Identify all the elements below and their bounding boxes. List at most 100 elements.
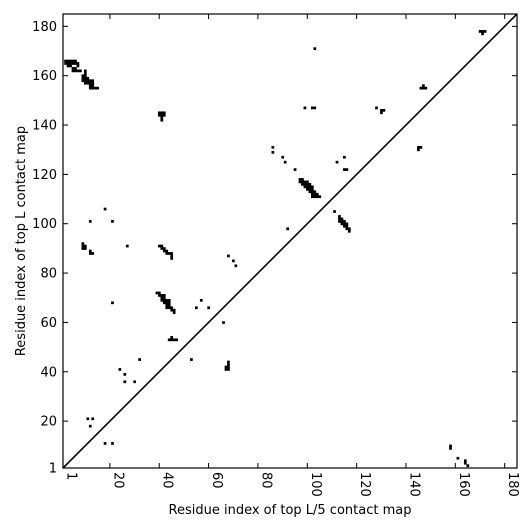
contact-cell-top-l xyxy=(271,146,275,149)
contact-cell-top-l5 xyxy=(463,461,467,465)
contact-cell-top-l xyxy=(340,217,344,221)
contact-cell-top-l xyxy=(81,242,85,245)
contact-cell-top-l xyxy=(88,249,92,253)
contact-cell-top-l xyxy=(199,298,203,302)
contact-cell-top-l xyxy=(160,118,164,122)
x-tick-label: 80 xyxy=(258,472,273,489)
contact-cell-top-l xyxy=(306,180,309,184)
contact-cell-top-l xyxy=(165,301,169,305)
y-tick-label: 40 xyxy=(40,365,57,380)
contact-cell-top-l xyxy=(308,187,312,191)
axis-ticks xyxy=(62,14,517,469)
contact-cell-top-l xyxy=(157,244,161,248)
contact-cell-top-l xyxy=(83,76,87,80)
contact-cell-top-l xyxy=(91,86,95,90)
contact-cell-top-l xyxy=(83,79,87,83)
contact-cell-top-l xyxy=(162,247,166,250)
contact-cell-top-l xyxy=(338,220,341,223)
contact-cell-top-l xyxy=(157,294,161,297)
contact-cell-top-l xyxy=(313,47,317,51)
contact-cell-top-l xyxy=(91,79,95,83)
contact-cell-top-l xyxy=(345,224,349,228)
contact-cell-top-l xyxy=(74,67,77,70)
y-axis-title: Residue index of top L contact map xyxy=(14,126,29,356)
contact-cell-top-l xyxy=(165,252,169,255)
contact-cell-top-l5 xyxy=(456,456,460,460)
contact-cell-top-l xyxy=(310,185,314,189)
y-tick-label: 20 xyxy=(40,415,57,430)
contact-cell-top-l xyxy=(224,368,228,371)
contact-cell-top-l xyxy=(91,417,95,421)
x-tick-label: 100 xyxy=(308,472,323,497)
contact-cell-top-l xyxy=(160,247,164,250)
contact-cell-top-l xyxy=(165,306,169,310)
contact-cell-top-l xyxy=(167,306,171,310)
contact-cell-top-l5 xyxy=(419,146,423,149)
contact-cell-top-l xyxy=(227,365,230,369)
contact-cell-top-l xyxy=(306,187,309,191)
contact-cell-top-l xyxy=(306,183,309,186)
contact-cell-top-l xyxy=(345,227,349,231)
contact-cell-top-l xyxy=(71,62,75,65)
contact-cell-top-l5 xyxy=(419,86,423,90)
contact-cell-top-l xyxy=(162,249,166,253)
contact-cell-top-l xyxy=(313,190,317,194)
contact-cell-top-l xyxy=(66,62,70,65)
contact-cell-top-l xyxy=(88,424,92,428)
contact-cell-top-l xyxy=(170,306,174,310)
contact-cell-top-l5 xyxy=(463,459,467,463)
contact-cell-top-l xyxy=(64,59,67,63)
contact-cell-top-l xyxy=(308,185,312,189)
contact-cell-top-l xyxy=(170,254,174,258)
contact-cell-top-l xyxy=(88,81,92,85)
contact-cell-top-l xyxy=(172,308,176,312)
contact-cell-top-l xyxy=(83,71,87,75)
contact-cell-top-l xyxy=(160,244,164,248)
contact-cell-top-l5 xyxy=(422,86,425,90)
contact-cell-top-l xyxy=(167,252,171,255)
x-tick-label: 1 xyxy=(64,472,79,480)
contact-cell-top-l xyxy=(88,86,92,90)
contact-cell-top-l5 xyxy=(417,146,420,149)
contact-cell-top-l xyxy=(170,308,174,312)
contact-cell-top-l xyxy=(343,168,346,171)
contact-cell-top-l xyxy=(165,249,169,253)
contact-cell-top-l xyxy=(81,79,85,83)
contact-cell-top-l xyxy=(165,298,169,302)
contact-cell-top-l xyxy=(160,294,164,297)
contact-cell-top-l xyxy=(160,111,164,115)
contact-cell-top-l xyxy=(170,335,174,339)
contact-cell-top-l xyxy=(83,244,87,248)
contact-cell-top-l5 xyxy=(478,30,482,33)
contact-cell-top-l xyxy=(347,227,351,231)
contact-cell-top-l xyxy=(190,358,193,361)
contact-cell-top-l xyxy=(335,160,339,164)
contact-cell-top-l xyxy=(74,69,77,73)
contact-cell-top-l xyxy=(71,67,75,70)
contact-cell-top-l5 xyxy=(449,447,452,450)
contact-cell-top-l xyxy=(162,113,166,117)
y-tick-label: 80 xyxy=(40,267,57,282)
contact-cell-top-l xyxy=(66,59,70,63)
contact-cell-top-l xyxy=(175,338,178,342)
contact-cell-top-l xyxy=(293,168,297,171)
contact-cell-top-l xyxy=(160,113,164,117)
y-tick-label: 180 xyxy=(32,20,57,35)
contact-cell-top-l xyxy=(111,220,114,223)
contact-cell-top-l xyxy=(167,303,171,307)
contact-cell-top-l xyxy=(86,76,90,80)
contact-cell-top-l xyxy=(79,69,82,73)
contact-cell-top-l5 xyxy=(417,148,420,152)
plot-frame xyxy=(62,13,518,469)
contact-cell-top-l xyxy=(345,168,349,171)
contact-cells xyxy=(64,30,487,468)
contact-cell-top-l xyxy=(103,442,107,445)
x-axis-title: Residue index of top L/5 contact map xyxy=(169,503,412,518)
contact-cell-top-l xyxy=(207,306,211,310)
contact-cell-top-l xyxy=(303,183,307,186)
contact-cell-top-l xyxy=(343,224,346,228)
contact-cell-top-l xyxy=(157,111,161,115)
contact-cell-top-l xyxy=(333,210,336,213)
contact-cell-top-l xyxy=(83,69,87,73)
contact-cell-top-l xyxy=(76,64,80,68)
